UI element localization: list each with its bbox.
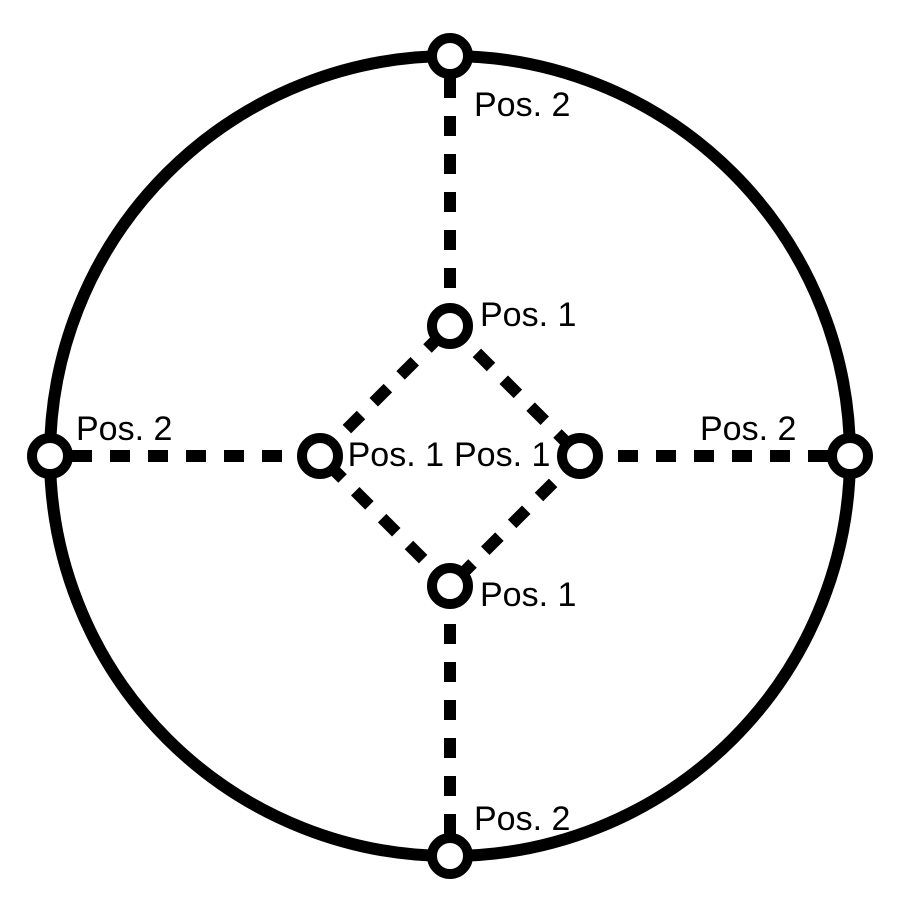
label-inner-bottom: Pos. 1	[480, 576, 576, 614]
label-outer-bottom: Pos. 2	[474, 800, 570, 838]
node-outer-bottom	[432, 838, 468, 874]
label-inner-top: Pos. 1	[480, 296, 576, 334]
labels-layer: Pos. 2 Pos. 2 Pos. 2 Pos. 2 Pos. 1 Pos. 1 Pos.…	[76, 86, 796, 838]
label-outer-left: Pos. 2	[76, 410, 172, 448]
label-outer-top: Pos. 2	[474, 86, 570, 124]
node-inner-right	[562, 438, 598, 474]
label-inner-right: Pos. 1	[454, 436, 550, 474]
node-inner-bottom	[432, 568, 468, 604]
node-outer-top	[432, 38, 468, 74]
label-inner-left: Pos. 1	[348, 436, 444, 474]
node-inner-left	[302, 438, 338, 474]
node-outer-left	[32, 438, 68, 474]
outer-circle	[50, 56, 850, 856]
position-diagram: Pos. 2 Pos. 2 Pos. 2 Pos. 2 Pos. 1 Pos. 1 Pos.…	[0, 0, 900, 912]
edge-inner-right-inner-bottom	[450, 456, 580, 586]
node-outer-right	[832, 438, 868, 474]
node-inner-top	[432, 308, 468, 344]
label-outer-right: Pos. 2	[700, 410, 796, 448]
edge-inner-bottom-inner-left	[320, 456, 450, 586]
